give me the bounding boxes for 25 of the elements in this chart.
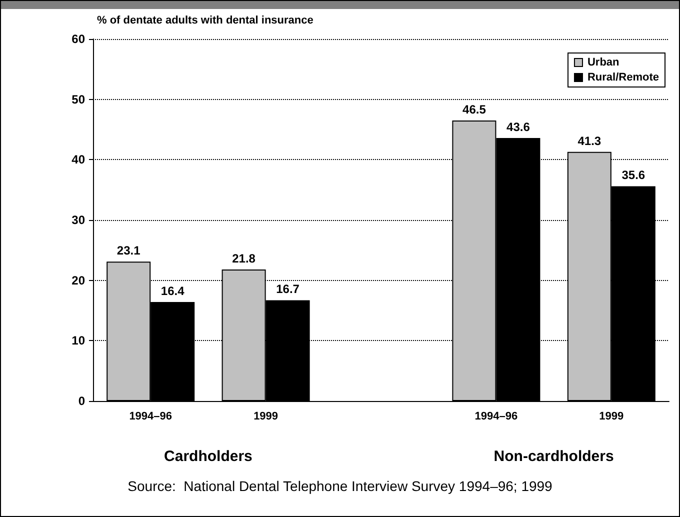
y-tick-label: 40 [72,152,86,167]
data-label: 16.4 [160,284,185,298]
y-tick-label: 20 [72,273,86,288]
data-label: 46.5 [462,102,486,116]
y-axis-title: % of dentate adults with dental insurance [97,14,314,26]
data-label: 35.6 [622,168,646,182]
data-label: 43.6 [506,120,530,134]
text: Cardholders [164,448,252,465]
text: Non-cardholders [494,448,614,465]
legend-label: Rural/Remote [587,72,660,84]
y-tick-label: 10 [72,334,86,348]
x-tick-label: 1994–96 [129,410,172,422]
data-label: 41.3 [578,134,602,148]
x-tick-label: 1999 [254,410,278,422]
x-tick-label: 1994–96 [474,410,518,422]
y-tick-label: 30 [72,213,86,227]
x-tick-label: 1999 [599,410,624,422]
data-label: 23.1 [116,244,141,258]
y-tick-label: 0 [78,394,86,408]
data-label: 21.8 [232,251,256,266]
y-tick-label: 60 [72,32,86,46]
y-tick-label: 50 [72,92,86,106]
source-note: Source: National Dental Telephone Interview Survey 1994–96; 1999 [128,478,553,494]
data-label: 16.7 [276,282,300,296]
legend-label: Urban [587,56,620,68]
